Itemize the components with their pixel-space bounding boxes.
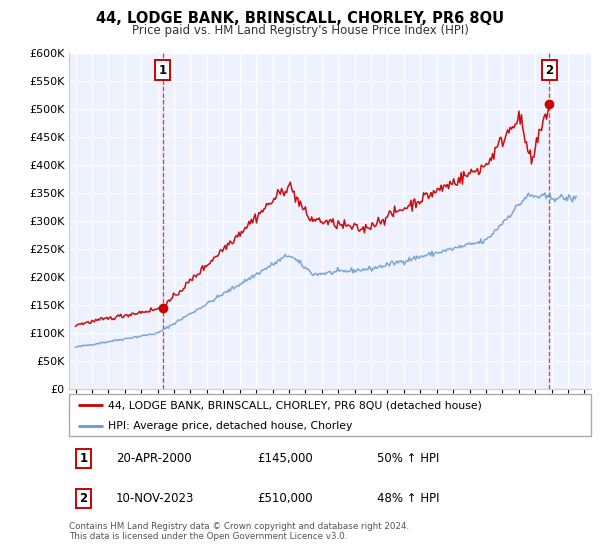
Text: 48% ↑ HPI: 48% ↑ HPI — [377, 492, 439, 505]
Text: 44, LODGE BANK, BRINSCALL, CHORLEY, PR6 8QU: 44, LODGE BANK, BRINSCALL, CHORLEY, PR6 … — [96, 11, 504, 26]
Text: 44, LODGE BANK, BRINSCALL, CHORLEY, PR6 8QU (detached house): 44, LODGE BANK, BRINSCALL, CHORLEY, PR6 … — [108, 400, 482, 410]
Text: £145,000: £145,000 — [257, 452, 313, 465]
Text: 2: 2 — [79, 492, 88, 505]
Text: 10-NOV-2023: 10-NOV-2023 — [116, 492, 194, 505]
Text: 20-APR-2000: 20-APR-2000 — [116, 452, 191, 465]
Text: 50% ↑ HPI: 50% ↑ HPI — [377, 452, 439, 465]
Text: Price paid vs. HM Land Registry's House Price Index (HPI): Price paid vs. HM Land Registry's House … — [131, 24, 469, 37]
Text: £510,000: £510,000 — [257, 492, 313, 505]
Text: 1: 1 — [158, 63, 167, 77]
Text: 2: 2 — [545, 63, 554, 77]
Text: Contains HM Land Registry data © Crown copyright and database right 2024.
This d: Contains HM Land Registry data © Crown c… — [69, 522, 409, 542]
Text: HPI: Average price, detached house, Chorley: HPI: Average price, detached house, Chor… — [108, 422, 353, 431]
Text: 1: 1 — [79, 452, 88, 465]
